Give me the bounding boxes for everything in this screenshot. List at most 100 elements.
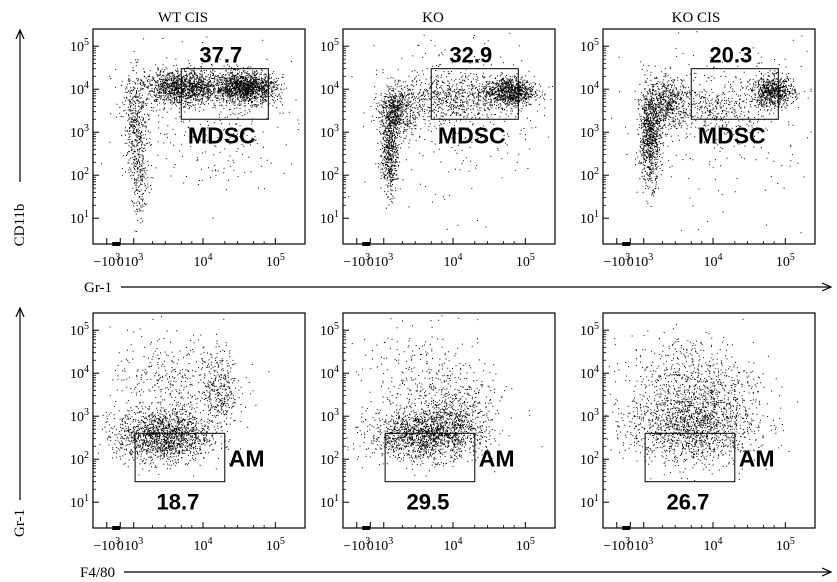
y-tick-label: 101: [320, 209, 339, 227]
y-tick-label: 105: [320, 321, 339, 339]
x-tick-label: 103: [634, 536, 653, 554]
column-title-ko-cis: KO CIS: [672, 10, 721, 26]
y-tick-label: 101: [70, 209, 89, 227]
x-tick-label: 104: [704, 252, 723, 270]
gate-percentage: 26.7: [667, 490, 710, 515]
x-tick-label: 0: [367, 255, 374, 270]
y-tick-label: 105: [580, 321, 599, 339]
gate-box: [690, 68, 779, 120]
gate-box: [180, 68, 269, 120]
x-tick-label: 0: [627, 539, 634, 554]
gate-percentage: 32.9: [449, 43, 492, 68]
gate-box: [134, 432, 226, 483]
x-tick-label: 104: [194, 536, 213, 554]
y-tick-label: 104: [580, 80, 599, 98]
x-tick-label: 105: [776, 536, 795, 554]
y-tick-label: 102: [70, 166, 89, 184]
y-tick-label: 103: [70, 407, 89, 425]
gate-label: MDSC: [438, 122, 506, 148]
y-tick-label: 102: [580, 166, 599, 184]
x-tick-label: 105: [516, 252, 535, 270]
x-tick-label: 105: [776, 252, 795, 270]
y-tick-label: 101: [580, 209, 599, 227]
y-tick-label: 105: [580, 37, 599, 55]
event-dots: [348, 32, 554, 230]
gate-percentage: 20.3: [709, 43, 752, 68]
gate-label: AM: [479, 445, 515, 471]
event-dots: [610, 31, 812, 234]
zero-marker: [622, 242, 631, 246]
x-tick-label: 103: [374, 536, 393, 554]
zero-marker: [112, 242, 121, 246]
y-tick-label: 104: [70, 364, 89, 382]
y-tick-label: 102: [320, 450, 339, 468]
x-tick-label: −103: [343, 252, 370, 270]
gate-box: [384, 432, 476, 483]
gate-box: [644, 432, 736, 483]
x-tick-label: 104: [704, 536, 723, 554]
y-tick-label: 101: [580, 493, 599, 511]
x-tick-label: 103: [374, 252, 393, 270]
y-tick-label: 104: [70, 80, 89, 98]
zero-marker: [362, 526, 371, 530]
x-tick-label: 105: [266, 252, 285, 270]
y-tick-label: 105: [70, 37, 89, 55]
zero-marker: [362, 242, 371, 246]
event-dots: [101, 36, 300, 232]
y-tick-label: 103: [320, 407, 339, 425]
row2-x-axis-label: F4/80: [80, 565, 115, 581]
y-tick-label: 102: [580, 450, 599, 468]
y-tick-label: 101: [70, 493, 89, 511]
x-tick-label: −103: [603, 536, 630, 554]
event-dots: [97, 316, 270, 477]
x-tick-label: 0: [627, 255, 634, 270]
row1-x-axis-label: Gr-1: [84, 280, 112, 296]
gate-label: MDSC: [698, 122, 766, 148]
x-tick-label: −103: [343, 536, 370, 554]
x-tick-label: 105: [516, 536, 535, 554]
x-tick-label: 103: [124, 252, 143, 270]
x-tick-label: 103: [634, 252, 653, 270]
x-tick-label: 105: [266, 536, 285, 554]
y-tick-label: 103: [580, 123, 599, 141]
x-tick-label: −103: [603, 252, 630, 270]
gate-percentage: 29.5: [407, 490, 450, 515]
y-tick-label: 104: [580, 364, 599, 382]
x-tick-label: 104: [444, 252, 463, 270]
y-tick-label: 103: [320, 123, 339, 141]
x-tick-label: 104: [444, 536, 463, 554]
y-tick-label: 101: [320, 493, 339, 511]
zero-marker: [622, 526, 631, 530]
gate-percentage: 18.7: [157, 490, 200, 515]
y-tick-label: 102: [320, 166, 339, 184]
y-tick-label: 105: [70, 321, 89, 339]
column-title-ko: KO: [422, 10, 444, 26]
event-dots: [346, 315, 543, 477]
x-tick-label: −103: [93, 252, 120, 270]
x-tick-label: 103: [124, 536, 143, 554]
y-tick-label: 102: [70, 450, 89, 468]
y-tick-label: 103: [70, 123, 89, 141]
y-tick-label: 103: [580, 407, 599, 425]
gate-label: AM: [739, 445, 775, 471]
zero-marker: [112, 526, 121, 530]
row1-y-axis-label: CD11b: [12, 204, 28, 247]
gate-percentage: 37.7: [199, 43, 242, 68]
x-tick-label: 0: [367, 539, 374, 554]
x-tick-label: 0: [117, 255, 124, 270]
gate-label: MDSC: [188, 122, 256, 148]
y-tick-label: 104: [320, 80, 339, 98]
x-tick-label: 0: [117, 539, 124, 554]
row2-y-axis-label: Gr-1: [12, 509, 28, 537]
x-tick-label: −103: [93, 536, 120, 554]
column-title-wt-cis: WT CIS: [158, 10, 208, 26]
gate-box: [430, 68, 519, 120]
